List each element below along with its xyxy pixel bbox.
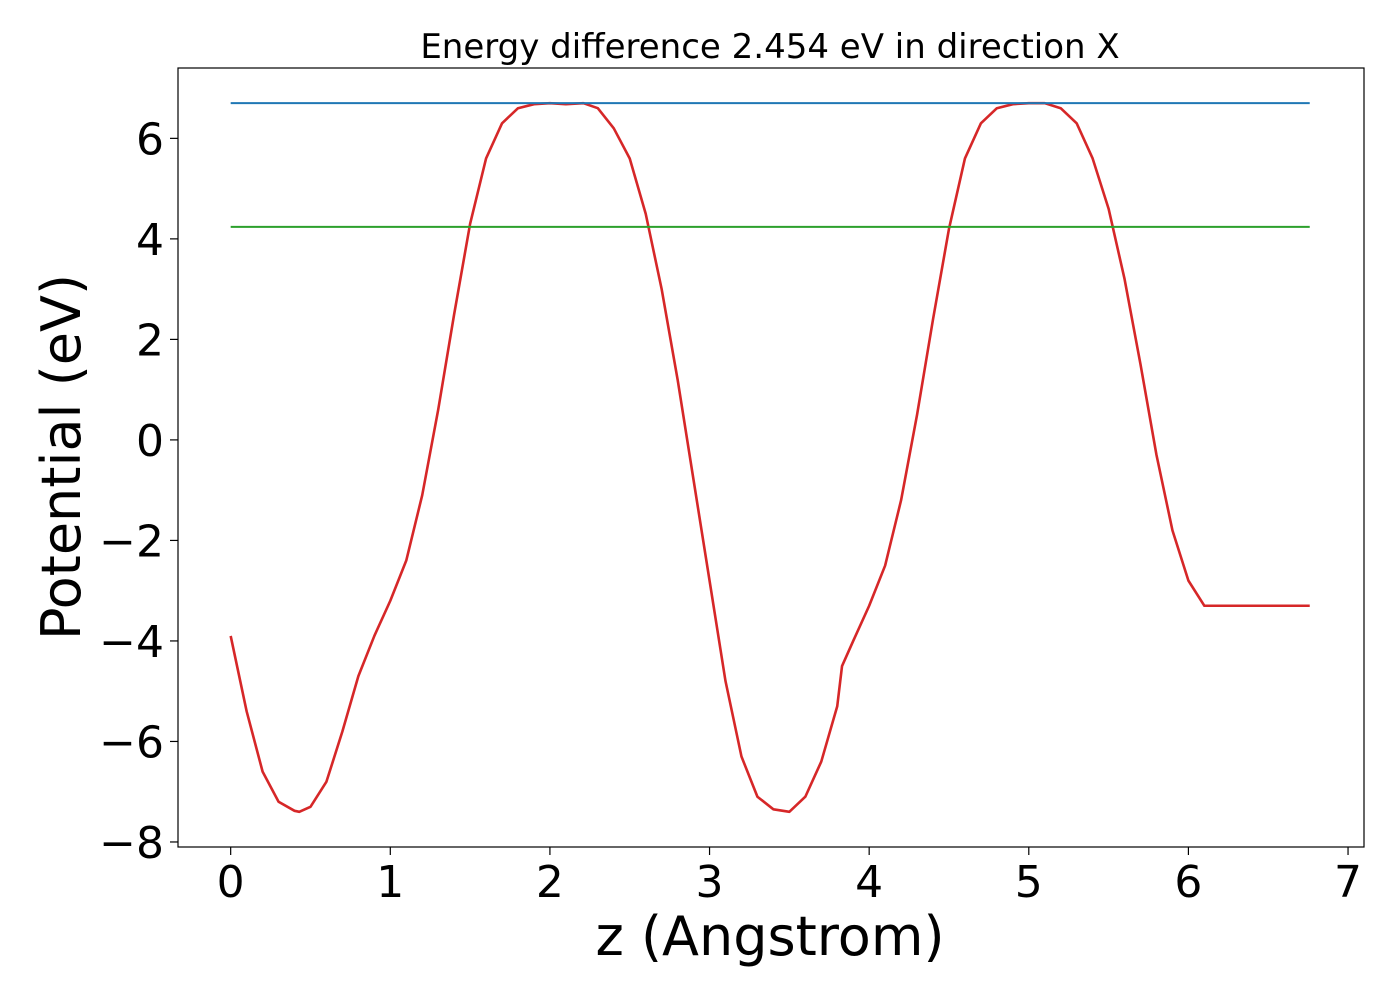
y-axis-label: Potential (eV) bbox=[30, 274, 93, 640]
y-tick-label: −4 bbox=[99, 617, 164, 668]
x-tick-label: 1 bbox=[376, 857, 404, 908]
x-axis-label: z (Angstrom) bbox=[595, 905, 944, 968]
series-line-0 bbox=[229, 101, 1310, 814]
x-axis: 0 1 2 3 4 5 6 7 bbox=[217, 847, 1362, 908]
y-axis: −8 −6 −4 −2 0 2 4 6 bbox=[99, 114, 178, 869]
plot-area-frame bbox=[177, 67, 1365, 848]
y-tick-label: 4 bbox=[136, 215, 164, 266]
series-layer bbox=[229, 101, 1310, 814]
y-tick-label: 0 bbox=[136, 416, 164, 467]
x-tick-label: 5 bbox=[1015, 857, 1043, 908]
x-tick-label: 3 bbox=[696, 857, 724, 908]
chart-title: Energy difference 2.454 eV in direction … bbox=[420, 27, 1119, 67]
y-tick-label: −8 bbox=[99, 818, 164, 869]
y-tick-label: −6 bbox=[99, 717, 164, 768]
x-tick-label: 7 bbox=[1334, 857, 1362, 908]
y-tick-label: −2 bbox=[99, 516, 164, 567]
y-tick-label: 6 bbox=[136, 114, 164, 165]
y-tick-label: 2 bbox=[136, 315, 164, 366]
x-tick-label: 0 bbox=[217, 857, 245, 908]
x-tick-label: 2 bbox=[536, 857, 564, 908]
x-tick-label: 4 bbox=[855, 857, 883, 908]
x-tick-label: 6 bbox=[1174, 857, 1202, 908]
